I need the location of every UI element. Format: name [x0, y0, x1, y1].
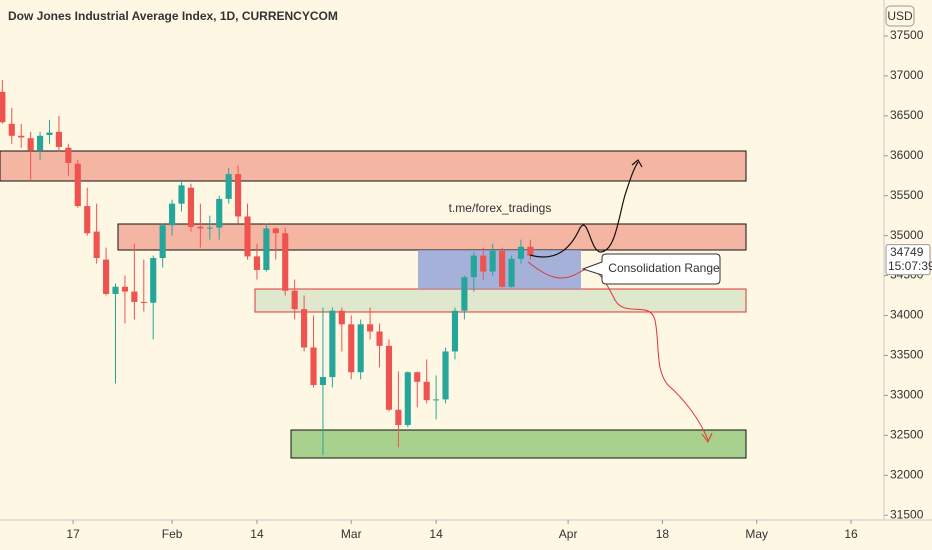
- candle-body: [310, 347, 317, 386]
- y-tick-label: 33000: [890, 388, 924, 402]
- y-tick-label: 34000: [890, 308, 924, 322]
- y-tick-label: 32000: [890, 467, 924, 481]
- candle-body: [404, 372, 411, 425]
- candle-body: [451, 310, 459, 352]
- candle-body: [263, 228, 270, 270]
- candle-body: [282, 233, 289, 291]
- candle-body: [489, 250, 496, 272]
- candle-body: [235, 174, 242, 217]
- candle-body: [423, 381, 430, 401]
- candle-body: [46, 132, 53, 135]
- callout: [581, 253, 721, 285]
- candle-body: [187, 187, 195, 227]
- x-tick-label: Mar: [341, 527, 362, 541]
- zones: [0, 150, 747, 459]
- candle-body: [8, 123, 15, 136]
- y-tick-label: 35500: [890, 188, 924, 202]
- y-tick-label: 37000: [890, 68, 924, 82]
- candle-body: [291, 290, 298, 310]
- candle-body: [348, 324, 355, 373]
- candle-body: [527, 246, 534, 256]
- candle-body: [329, 310, 336, 378]
- y-tick-label: 35000: [890, 228, 924, 242]
- currency-box: [885, 5, 915, 27]
- candle-body: [225, 174, 232, 199]
- candles: [0, 79, 534, 456]
- candle-body: [414, 372, 421, 382]
- drawings: Consolidation Range t.me/forex_tradings: [449, 159, 721, 443]
- candle-body: [442, 351, 449, 400]
- x-tick-label: May: [745, 527, 768, 541]
- y-tick-label: 33500: [890, 348, 924, 362]
- candle-body: [319, 377, 327, 386]
- candle-body: [461, 277, 468, 311]
- annotation: t.me/forex_tradings: [449, 201, 552, 215]
- candle-body: [169, 203, 176, 226]
- candle-body: [55, 131, 62, 147]
- candle-body: [367, 324, 374, 332]
- candle-body: [357, 324, 364, 373]
- candle-body: [272, 228, 279, 234]
- candle-body: [178, 185, 185, 204]
- candle-body: [159, 225, 166, 259]
- x-tick-label: Apr: [559, 527, 578, 541]
- support-zone: [254, 288, 747, 313]
- arrow-head: [631, 159, 643, 168]
- chart-title: Dow Jones Industrial Average Index, 1D, …: [8, 9, 338, 23]
- countdown: 15:07:39: [888, 259, 932, 273]
- candle-body: [84, 206, 91, 234]
- y-tick-label: 31500: [890, 507, 924, 521]
- candle-body: [121, 286, 129, 292]
- candle-body: [131, 291, 138, 302]
- candle-body: [301, 309, 308, 348]
- candle-body: [385, 345, 393, 410]
- candle-body: [395, 409, 402, 425]
- y-tick-label: 32500: [890, 428, 924, 442]
- candle-body: [499, 250, 506, 287]
- candle-body: [65, 147, 72, 163]
- candle-body: [27, 138, 34, 151]
- x-tick-label: 16: [844, 527, 858, 541]
- price-label-box: [885, 244, 931, 276]
- last-price: 34749: [890, 245, 924, 259]
- currency-label: USD: [887, 9, 913, 23]
- target-zone: [290, 429, 747, 459]
- y-tick-label: 36500: [890, 108, 924, 122]
- candle-body: [376, 331, 383, 346]
- x-tick-label: 17: [66, 527, 80, 541]
- bearish-path: [527, 261, 709, 441]
- y-tick-label: 36000: [890, 148, 924, 162]
- candle-body: [74, 163, 81, 207]
- candle-body: [140, 301, 147, 303]
- candle-body: [517, 246, 525, 259]
- candle-body: [112, 286, 119, 294]
- candle-body: [480, 255, 487, 272]
- candle-body: [103, 259, 110, 294]
- candle-body: [253, 256, 261, 270]
- callout-text: Consolidation Range: [608, 261, 720, 275]
- candle-body: [338, 310, 345, 325]
- arrow-head: [701, 432, 713, 443]
- candle-body: [433, 399, 440, 401]
- candle-body: [0, 91, 6, 123]
- x-tick-label: 14: [250, 527, 264, 541]
- x-tick-label: 14: [429, 527, 443, 541]
- candle-body: [150, 258, 157, 303]
- candle-body: [197, 226, 204, 229]
- x-tick-label: Feb: [162, 527, 183, 541]
- candle-body: [216, 198, 223, 228]
- candle-body: [508, 258, 515, 287]
- resistance-zone: [0, 150, 747, 182]
- bullish-path: [529, 161, 639, 258]
- candle-body: [93, 231, 100, 259]
- x-tick-label: 18: [656, 527, 670, 541]
- candle-body: [37, 135, 44, 151]
- y-tick-label: 37500: [890, 28, 924, 42]
- candle-body: [470, 255, 477, 278]
- candle-body: [206, 227, 213, 229]
- candle-body: [244, 216, 251, 257]
- candle-body: [18, 135, 25, 138]
